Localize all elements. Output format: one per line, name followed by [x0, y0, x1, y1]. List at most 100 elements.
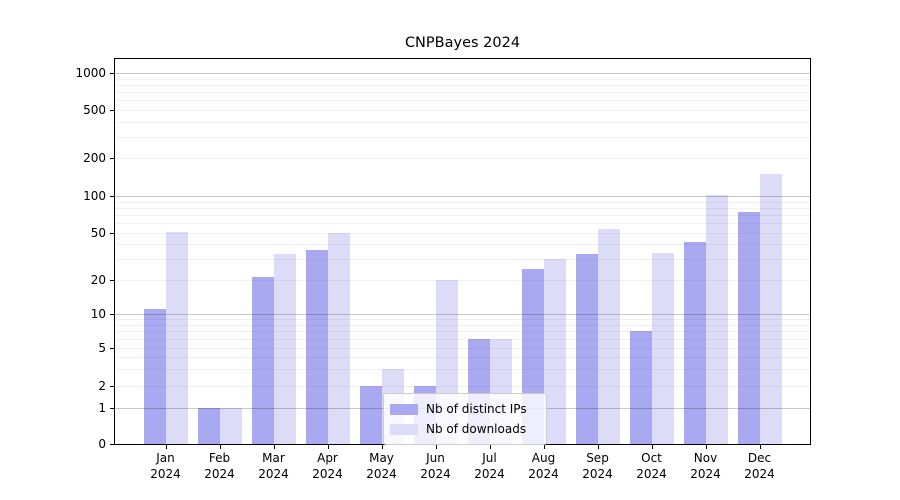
y-axis-tick-label: 200 — [83, 151, 106, 165]
x-axis-tick-label: Nov 2024 — [676, 451, 736, 482]
bar-downloads-feb — [219, 408, 242, 444]
gridline-minor — [115, 121, 810, 123]
x-tick-year: 2024 — [258, 466, 289, 481]
x-tick-mark — [543, 445, 545, 449]
x-tick-year: 2024 — [150, 466, 181, 481]
gridline-minor — [115, 78, 810, 80]
x-tick-year: 2024 — [744, 466, 775, 481]
x-tick-mark — [759, 445, 761, 449]
bar-ips-apr — [305, 249, 328, 444]
y-axis-tick-label: 1000 — [75, 66, 106, 80]
y-axis-tick-label: 2 — [98, 379, 106, 393]
x-tick-year: 2024 — [474, 466, 505, 481]
y-tick-mark — [110, 233, 114, 234]
x-axis-tick-label: Jun 2024 — [406, 451, 466, 482]
x-axis-tick-label: Jan 2024 — [136, 451, 196, 482]
bar-ips-oct — [629, 331, 652, 444]
x-axis-tick-label: Jul 2024 — [460, 451, 520, 482]
y-tick-mark — [110, 386, 114, 387]
x-tick-year: 2024 — [636, 466, 667, 481]
bar-downloads-sep — [597, 228, 620, 444]
y-axis-tick-label: 500 — [83, 103, 106, 117]
x-tick-mark — [381, 445, 383, 449]
x-tick-month: Feb — [208, 451, 231, 465]
legend-label: Nb of downloads — [426, 422, 527, 436]
y-axis-tick-label: 0 — [98, 436, 106, 451]
x-tick-mark — [165, 445, 167, 449]
legend-label: Nb of distinct IPs — [426, 402, 527, 416]
legend: Nb of distinct IPs Nb of downloads — [383, 393, 547, 445]
gridline-minor — [115, 84, 810, 86]
x-tick-year: 2024 — [582, 466, 613, 481]
x-tick-month: Aug — [531, 451, 556, 465]
bar-ips-feb — [197, 408, 220, 444]
x-tick-month: May — [369, 451, 394, 465]
chart-title: CNPBayes 2024 — [404, 35, 521, 51]
x-tick-mark — [327, 445, 329, 449]
x-axis-tick-label: May 2024 — [352, 451, 412, 482]
bar-ips-may — [359, 386, 382, 444]
x-tick-month: Jan — [156, 451, 175, 465]
y-tick-mark — [110, 280, 114, 281]
x-axis-tick-label: Apr 2024 — [298, 451, 358, 482]
x-axis-tick-label: Feb 2024 — [190, 451, 250, 482]
y-axis-tick-label: 100 — [83, 189, 106, 203]
y-tick-mark — [110, 348, 114, 349]
gridline-minor — [115, 136, 810, 138]
x-tick-month: Sep — [586, 451, 609, 465]
x-axis-tick-label: Oct 2024 — [622, 451, 682, 482]
bar-downloads-jan — [165, 231, 188, 444]
bar-ips-mar — [251, 277, 274, 444]
bar-downloads-dec — [759, 173, 782, 444]
y-tick-mark — [110, 408, 114, 409]
y-axis-tick-label: 5 — [98, 341, 106, 355]
x-tick-mark — [705, 445, 707, 449]
x-tick-month: Oct — [641, 451, 662, 465]
gridline-minor — [115, 158, 810, 159]
y-tick-mark — [110, 314, 114, 315]
bar-downloads-aug — [543, 259, 566, 444]
x-axis-tick-label: Mar 2024 — [244, 451, 304, 482]
y-axis-tick-label: 1 — [98, 401, 106, 415]
y-tick-mark — [110, 158, 114, 159]
bar-downloads-apr — [327, 233, 350, 444]
x-axis-tick-label: Sep 2024 — [568, 451, 628, 482]
x-tick-year: 2024 — [528, 466, 559, 481]
x-tick-month: Nov — [693, 451, 718, 465]
gridline-major — [115, 73, 810, 74]
legend-item: Nb of distinct IPs — [390, 399, 538, 419]
y-axis-tick-label: 10 — [90, 307, 106, 321]
y-tick-mark — [110, 73, 114, 74]
legend-swatch — [390, 423, 418, 435]
x-tick-year: 2024 — [204, 466, 235, 481]
x-tick-mark — [273, 445, 275, 449]
x-tick-month: Apr — [317, 451, 338, 465]
x-tick-month: Mar — [262, 451, 285, 465]
x-tick-year: 2024 — [366, 466, 397, 481]
bar-downloads-nov — [705, 195, 728, 444]
x-tick-mark — [435, 445, 437, 449]
x-tick-mark — [597, 445, 599, 449]
x-tick-mark — [489, 445, 491, 449]
x-tick-year: 2024 — [690, 466, 721, 481]
y-tick-mark — [110, 443, 114, 445]
bar-ips-jan — [143, 309, 166, 444]
x-axis-tick-label: Aug 2024 — [514, 451, 574, 482]
gridline-minor — [115, 100, 810, 102]
gridline-minor — [115, 92, 810, 94]
plot-area: Nb of distinct IPs Nb of downloads — [114, 58, 811, 445]
bar-downloads-oct — [651, 252, 674, 444]
y-tick-mark — [110, 110, 114, 111]
bar-ips-sep — [575, 254, 598, 444]
y-axis-tick-label: 20 — [90, 273, 106, 287]
x-tick-month: Jul — [482, 451, 497, 465]
x-tick-year: 2024 — [312, 466, 343, 481]
gridline-minor — [115, 110, 810, 111]
x-tick-month: Dec — [747, 451, 772, 465]
bar-downloads-mar — [273, 254, 296, 444]
legend-item: Nb of downloads — [390, 419, 538, 439]
y-axis-tick-label: 50 — [90, 226, 106, 240]
bar-ips-dec — [737, 212, 760, 444]
y-tick-mark — [110, 196, 114, 197]
